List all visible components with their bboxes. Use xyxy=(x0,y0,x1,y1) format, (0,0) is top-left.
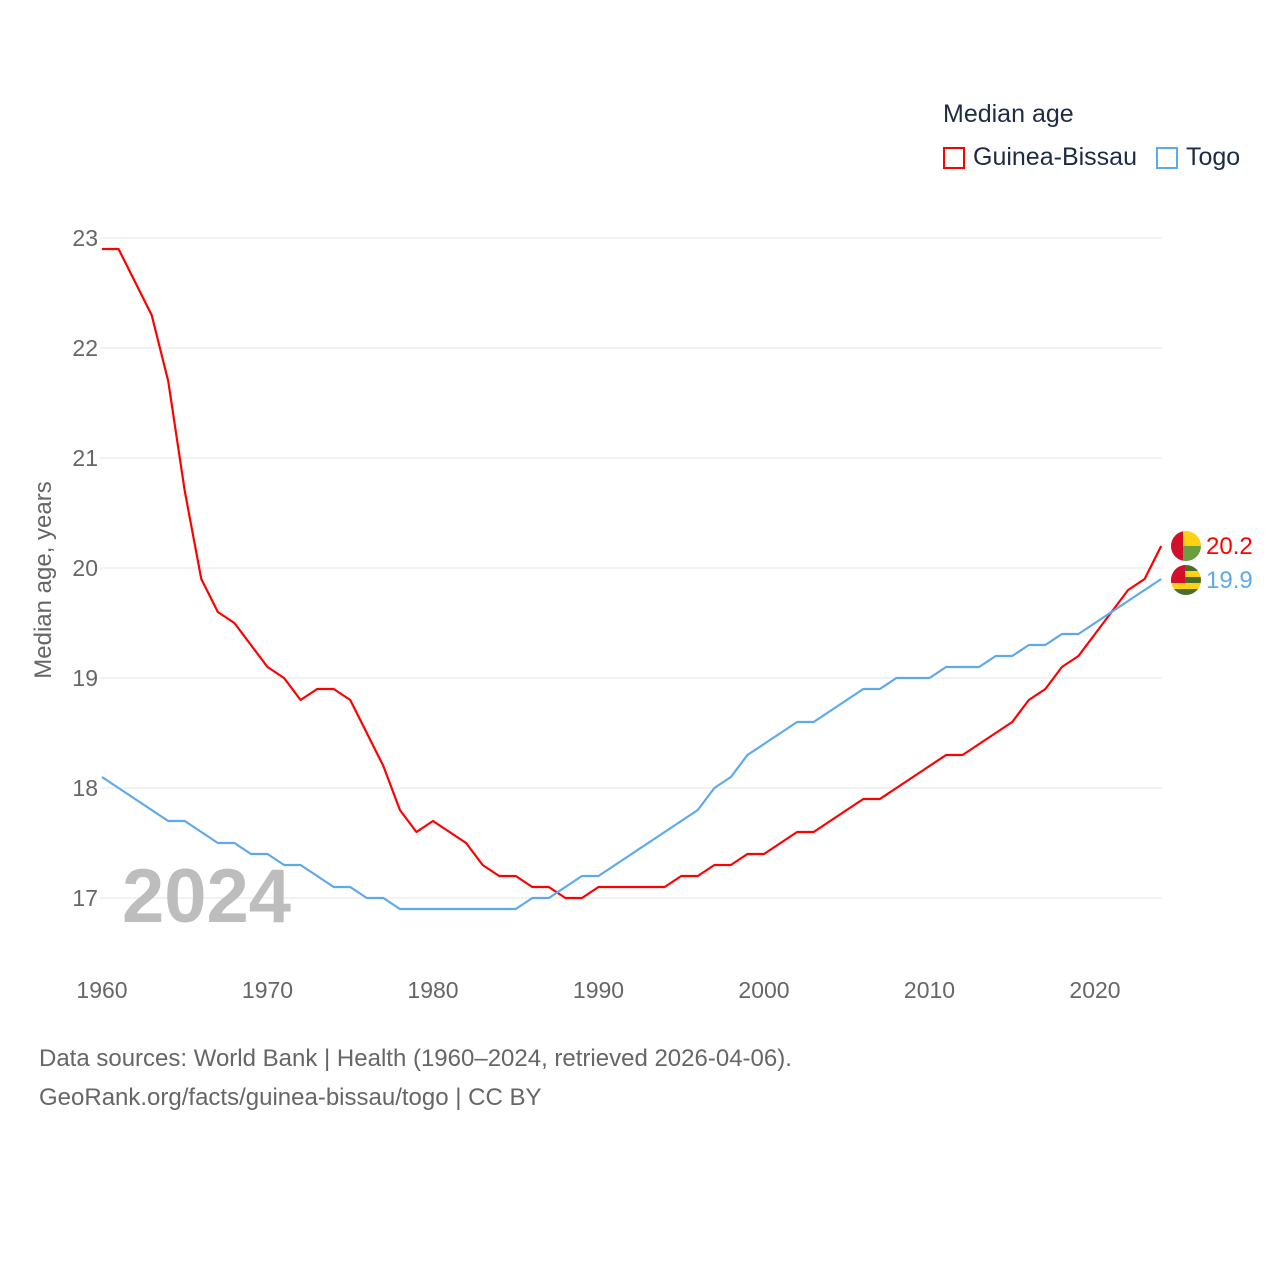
togo-flag-icon xyxy=(1171,565,1201,595)
series-line-togo xyxy=(101,578,1162,911)
y-tick-label: 21 xyxy=(72,445,98,471)
y-tick-label: 23 xyxy=(72,225,98,251)
y-tick-label: 20 xyxy=(72,555,98,581)
y-tick-label: 19 xyxy=(72,665,98,691)
x-tick-label: 1960 xyxy=(76,977,127,1003)
y-tick-label: 17 xyxy=(72,885,98,911)
source-link[interactable]: GeoRank.org/facts/guinea-bissau/togo | C… xyxy=(39,1084,542,1111)
series-line-guinea-bissau xyxy=(102,247,1163,900)
x-tick-label: 1990 xyxy=(573,977,624,1003)
x-tick-label: 1970 xyxy=(242,977,293,1003)
legend-swatch xyxy=(1156,146,1178,169)
y-tick-label: 18 xyxy=(72,775,98,801)
x-tick-label: 2010 xyxy=(904,977,955,1003)
x-tick-label: 2020 xyxy=(1069,977,1120,1003)
end-value-label: 19.9 xyxy=(1206,567,1253,594)
legend-swatch xyxy=(943,146,965,169)
legend-item-guinea-bissau[interactable]: Guinea-Bissau xyxy=(943,143,1137,172)
year-watermark: 2024 xyxy=(122,854,291,939)
y-tick-label: 22 xyxy=(72,335,98,361)
legend-item-togo[interactable]: Togo xyxy=(1156,143,1240,172)
legend-label: Togo xyxy=(1186,143,1241,171)
guinea-bissau-flag-icon xyxy=(1171,531,1201,561)
legend-label: Guinea-Bissau xyxy=(973,143,1137,171)
x-tick-label: 1980 xyxy=(407,977,458,1003)
x-tick-label: 2000 xyxy=(738,977,789,1003)
end-value-label: 20.2 xyxy=(1206,533,1253,560)
source-text: Data sources: World Bank | Health (1960–… xyxy=(39,1045,792,1072)
y-axis-label: Median age, years xyxy=(30,481,57,678)
legend-title: Median age xyxy=(943,100,1074,128)
